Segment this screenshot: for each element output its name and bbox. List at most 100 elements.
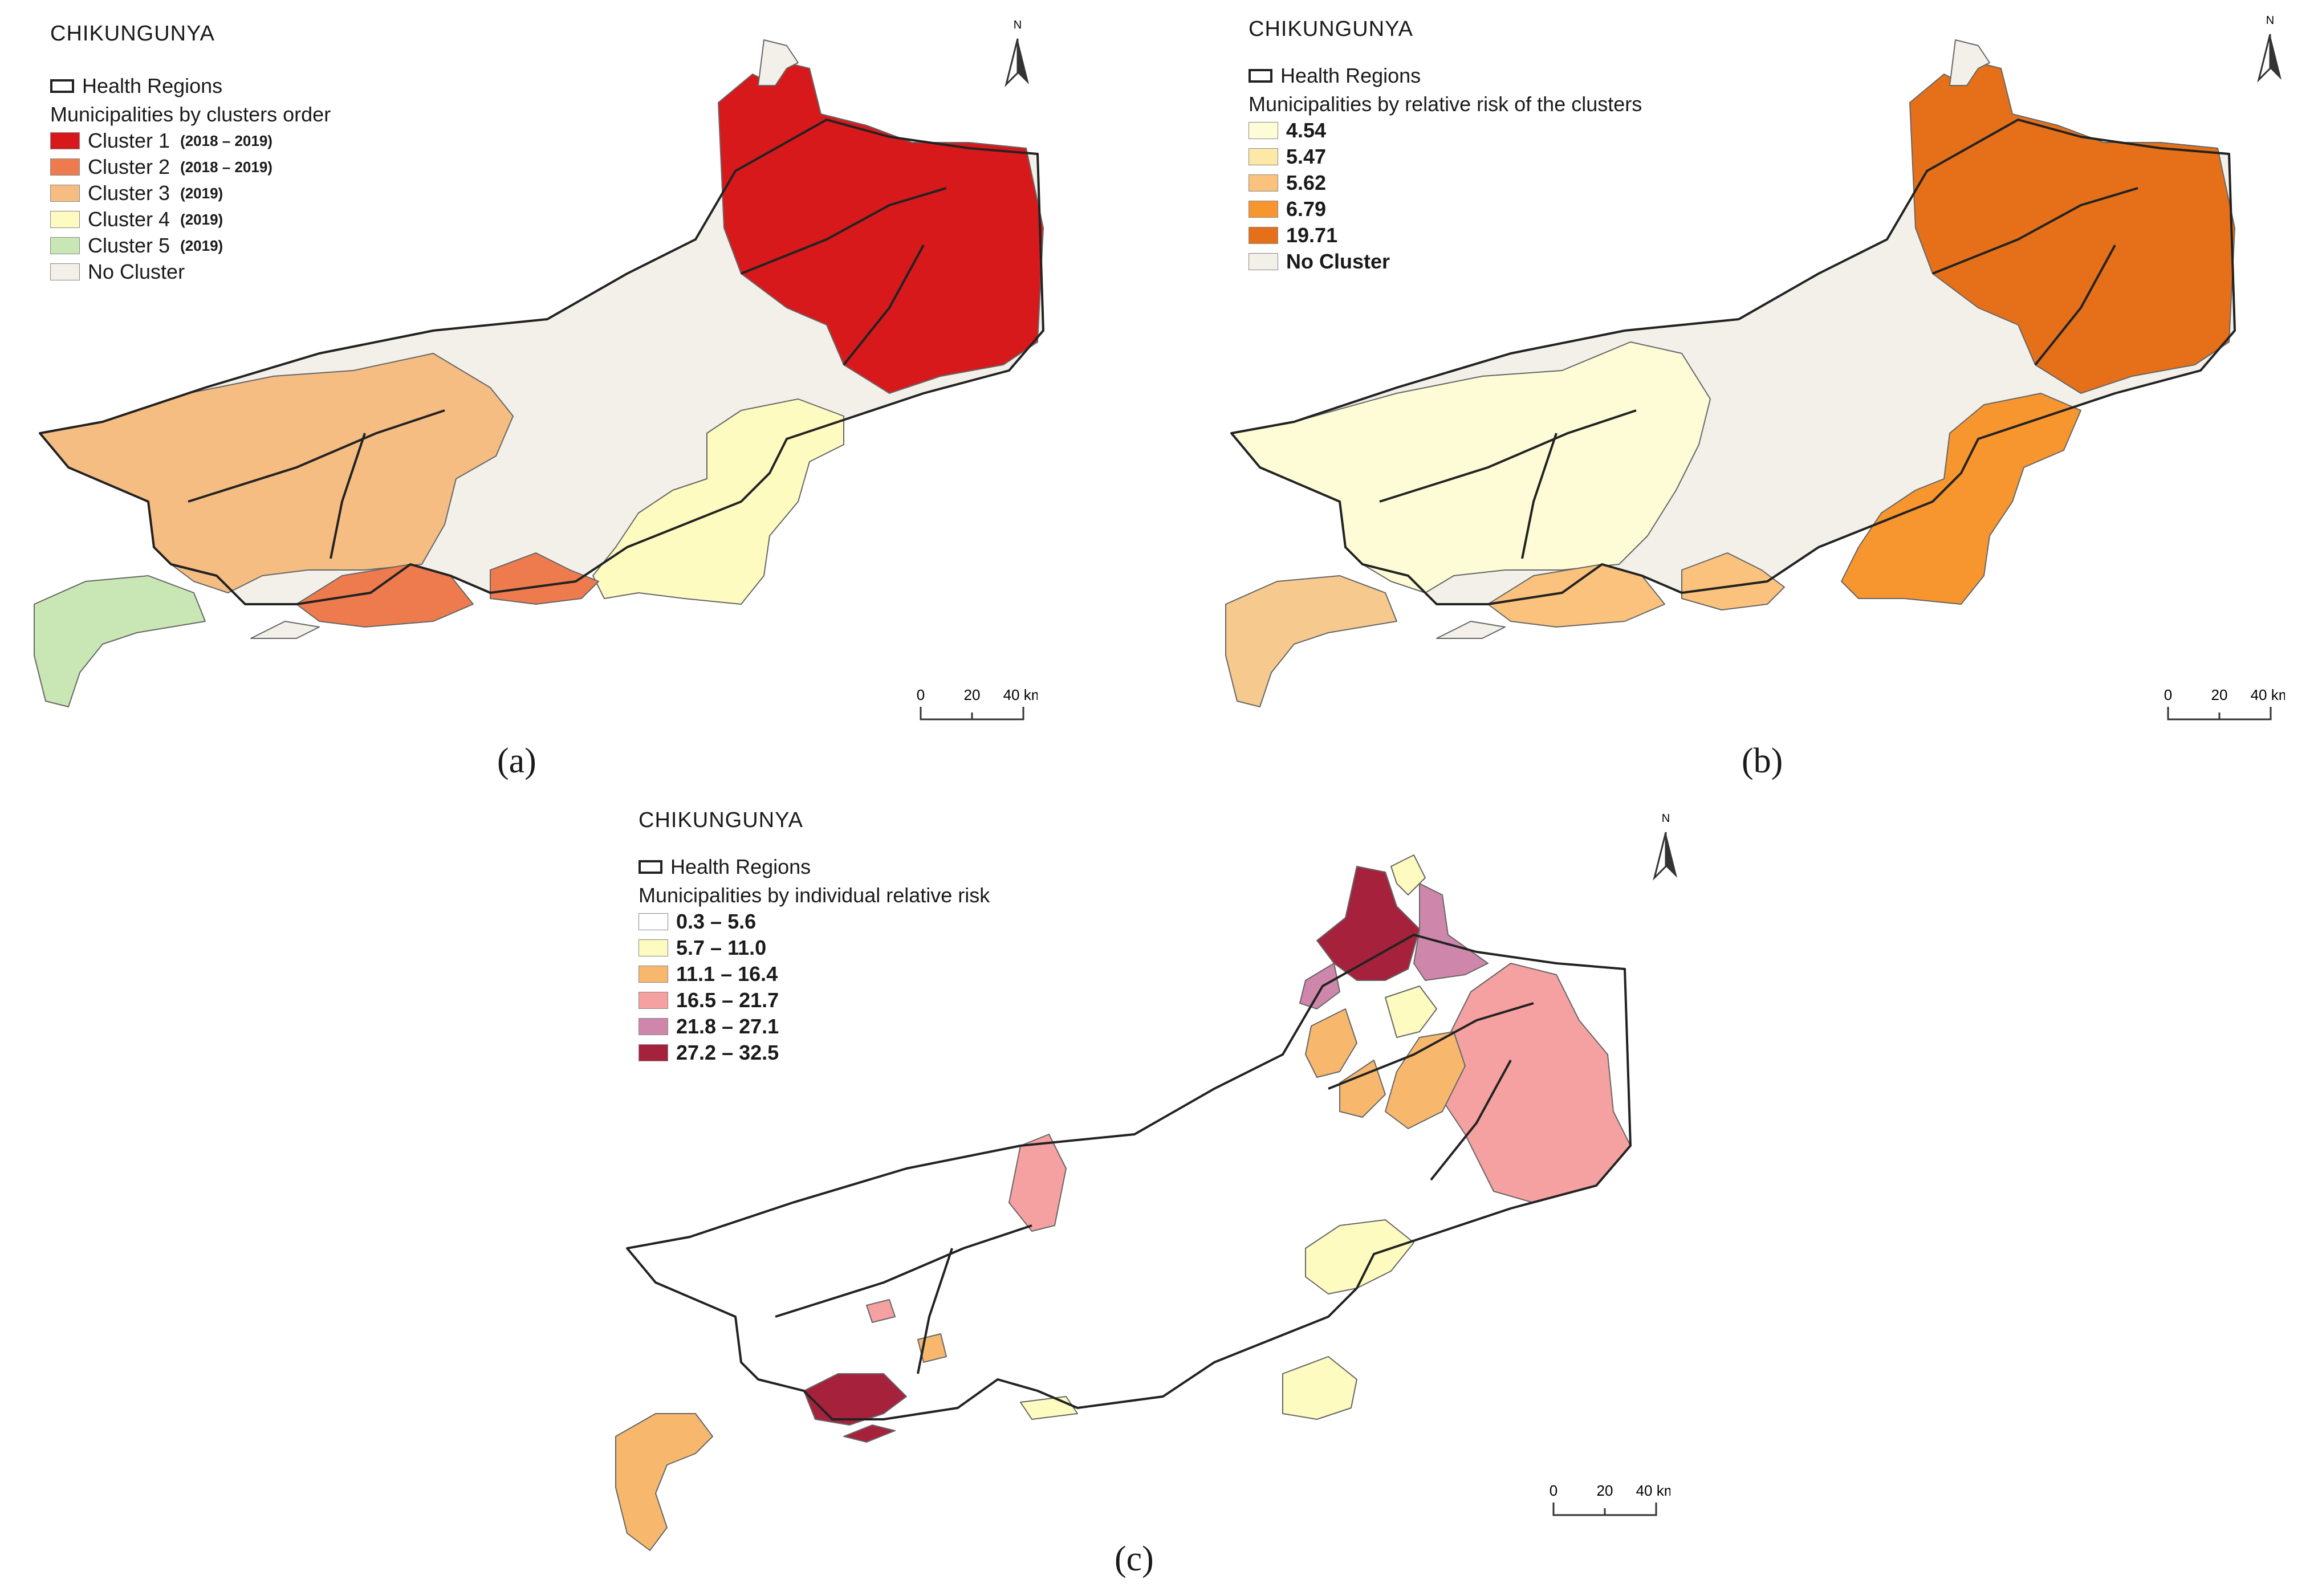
legend-years: (2019) (180, 185, 223, 202)
legend-item: No Cluster (1249, 249, 1642, 275)
legend-label: 6.79 (1286, 197, 1327, 221)
panel-caption: (c) (1115, 1540, 1154, 1578)
scale-tick-0: 0 (2164, 686, 2172, 703)
legend-b: Health Regions Municipalities by relativ… (1249, 63, 1642, 275)
scale-tick-1: 20 (1597, 1482, 1613, 1499)
panel-b: CHIKUNGUNYA Health Regions Municipalitie… (1209, 0, 2318, 798)
panel-a: CHIKUNGUNYA Health Regions Municipalitie… (0, 0, 1159, 798)
map-c-rr-2725 (1316, 866, 1420, 981)
legend-item: Cluster 4 (2019) (50, 206, 331, 233)
legend-swatch (1249, 122, 1278, 139)
legend-label: 5.7 – 11.0 (676, 936, 767, 959)
legend-label: Cluster 2 (88, 155, 170, 178)
legend-swatch (639, 939, 668, 956)
legend-swatch (639, 1018, 668, 1035)
map-title: CHIKUNGUNYA (639, 808, 803, 832)
legend-years: (2019) (180, 237, 223, 254)
legend-label: 21.8 – 27.1 (676, 1015, 779, 1038)
legend-item: 16.5 – 21.7 (639, 987, 990, 1013)
legend-item: Cluster 1 (2018 – 2019) (50, 128, 331, 154)
map-b (1225, 39, 2236, 707)
legend-c: Health Regions Municipalities by individ… (639, 854, 990, 1066)
scale-tick-1: 20 (964, 686, 981, 703)
panel-c: CHIKUNGUNYA Health Regions Municipalitie… (599, 792, 1710, 1596)
legend-swatch (639, 966, 668, 983)
legend-label: Cluster 5 (88, 234, 170, 257)
north-arrow-icon: N (1653, 812, 1677, 881)
legend-swatch (50, 158, 80, 176)
legend-swatch (50, 185, 80, 202)
legend-item: 5.62 (1249, 170, 1642, 196)
legend-swatch (639, 1044, 668, 1061)
map-a (34, 39, 1044, 707)
legend-swatch (1249, 227, 1278, 244)
north-arrow-icon: N (2257, 14, 2282, 83)
scale-bar: 0 20 40 km (2164, 686, 2285, 720)
scale-tick-2: 40 km (1003, 686, 1038, 703)
legend-label: Cluster 3 (88, 181, 170, 205)
region-swatch (1249, 69, 1272, 83)
legend-swatch (1249, 148, 1278, 165)
legend-years: (2019) (180, 211, 223, 228)
legend-label: 0.3 – 5.6 (676, 910, 757, 933)
legend-heading: Municipalities by relative risk of the c… (1249, 92, 1642, 116)
north-label: N (1014, 19, 1022, 31)
legend-label: No Cluster (88, 260, 185, 283)
map-title: CHIKUNGUNYA (1249, 17, 1413, 41)
map-c (615, 854, 1632, 1551)
region-swatch (639, 860, 662, 874)
legend-item: Cluster 3 (2019) (50, 180, 331, 206)
legend-label: 5.47 (1286, 145, 1327, 168)
north-arrow-icon: N (1005, 19, 1029, 87)
scale-bar: 0 20 40 km (1550, 1482, 1670, 1516)
scale-tick-2: 40 km (2251, 686, 2285, 703)
scale-bar: 0 20 40 km (917, 686, 1038, 720)
map-b-rr-547 (1225, 575, 1397, 707)
legend-item: 6.79 (1249, 196, 1642, 222)
legend-heading: Municipalities by clusters order (50, 103, 331, 126)
legend-swatch (50, 263, 80, 280)
legend-region-label: Health Regions (82, 74, 223, 97)
map-a-cluster2 (296, 564, 474, 628)
north-label: N (1662, 812, 1670, 825)
scale-tick-1: 20 (2211, 686, 2228, 703)
legend-item: Cluster 2 (2018 – 2019) (50, 154, 331, 180)
panel-caption: (a) (497, 742, 536, 780)
legend-item: 5.7 – 11.0 (639, 935, 990, 961)
legend-item: Cluster 5 (2019) (50, 233, 331, 259)
map-a-cluster5 (34, 575, 206, 707)
map-c-rr-1364 (615, 1413, 713, 1551)
legend-a: Health Regions Municipalities by cluster… (50, 73, 331, 285)
north-label: N (2266, 14, 2274, 27)
legend-item: 19.71 (1249, 222, 1642, 249)
scale-tick-2: 40 km (1636, 1482, 1670, 1499)
legend-swatch (1249, 201, 1278, 218)
panel-caption: (b) (1742, 742, 1783, 780)
legend-region-label: Health Regions (670, 855, 811, 878)
legend-years: (2018 – 2019) (180, 132, 273, 149)
map-b-rr-562 (1487, 564, 1665, 628)
legend-label: 19.71 (1286, 223, 1338, 247)
legend-label: 4.54 (1286, 119, 1327, 142)
legend-item: 27.2 – 32.5 (639, 1040, 990, 1066)
legend-years: (2018 – 2019) (180, 158, 273, 176)
legend-label: Cluster 4 (88, 207, 170, 231)
legend-label: 16.5 – 21.7 (676, 988, 779, 1012)
legend-swatch (639, 913, 668, 930)
legend-item: 4.54 (1249, 117, 1642, 144)
map-title: CHIKUNGUNYA (50, 22, 215, 46)
legend-label: 27.2 – 32.5 (676, 1041, 779, 1064)
legend-swatch (50, 132, 80, 149)
map-c-rr-3250 (803, 1373, 907, 1426)
legend-item: 11.1 – 16.4 (639, 961, 990, 987)
legend-swatch (639, 992, 668, 1009)
region-swatch (50, 79, 74, 93)
legend-label: 11.1 – 16.4 (676, 962, 778, 986)
legend-item: 0.3 – 5.6 (639, 909, 990, 935)
legend-heading: Municipalities by individual relative ri… (639, 883, 990, 907)
legend-item: 21.8 – 27.1 (639, 1013, 990, 1040)
legend-label: 5.62 (1286, 171, 1327, 194)
scale-tick-0: 0 (1550, 1482, 1557, 1499)
legend-swatch (1249, 174, 1278, 192)
legend-label: No Cluster (1286, 250, 1390, 273)
